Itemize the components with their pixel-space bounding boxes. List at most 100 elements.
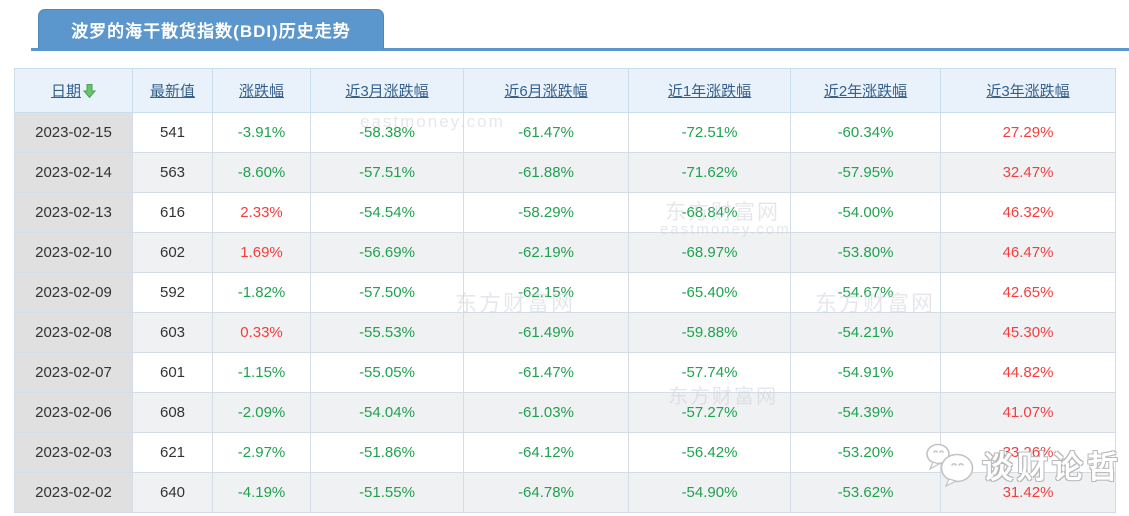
- 3y-change-cell: 46.47%: [940, 232, 1116, 273]
- 1y-change-cell: -57.27%: [628, 392, 791, 433]
- 1y-change-cell: -68.84%: [628, 192, 791, 233]
- 3m-change-cell: -57.51%: [310, 152, 464, 193]
- latest-value-cell: 602: [132, 232, 213, 273]
- date-cell: 2023-02-14: [14, 152, 133, 193]
- column-header-2y-change[interactable]: 近2年涨跌幅: [790, 68, 941, 113]
- 3y-change-cell: 31.42%: [940, 472, 1116, 513]
- column-header-latest[interactable]: 最新值: [132, 68, 213, 113]
- date-cell: 2023-02-02: [14, 472, 133, 513]
- column-header-date-label[interactable]: 日期: [50, 83, 81, 100]
- date-cell: 2023-02-09: [14, 272, 133, 313]
- 6m-change-cell: -61.03%: [463, 392, 629, 433]
- table-row: 2023-02-10 602 1.69% -56.69% -62.19% -68…: [14, 232, 1116, 273]
- table-row: 2023-02-13 616 2.33% -54.54% -58.29% -68…: [14, 192, 1116, 233]
- date-cell: 2023-02-15: [14, 112, 133, 153]
- table-row: 2023-02-09 592 -1.82% -57.50% -62.15% -6…: [14, 272, 1116, 313]
- date-cell: 2023-02-07: [14, 352, 133, 393]
- 3m-change-cell: -51.86%: [310, 432, 464, 473]
- 1y-change-cell: -54.90%: [628, 472, 791, 513]
- latest-value-cell: 603: [132, 312, 213, 353]
- 3m-change-cell: -56.69%: [310, 232, 464, 273]
- 2y-change-cell: -60.34%: [790, 112, 941, 153]
- change-cell: 2.33%: [212, 192, 311, 233]
- 3m-change-cell: -54.04%: [310, 392, 464, 433]
- 6m-change-cell: -61.49%: [463, 312, 629, 353]
- 2y-change-cell: -54.00%: [790, 192, 941, 233]
- 3y-change-cell: 45.30%: [940, 312, 1116, 353]
- 1y-change-cell: -68.97%: [628, 232, 791, 273]
- 1y-change-cell: -65.40%: [628, 272, 791, 313]
- 1y-change-cell: -57.74%: [628, 352, 791, 393]
- column-header-1y-change[interactable]: 近1年涨跌幅: [628, 68, 791, 113]
- table-row: 2023-02-06 608 -2.09% -54.04% -61.03% -5…: [14, 392, 1116, 433]
- 1y-change-cell: -59.88%: [628, 312, 791, 353]
- 3y-change-cell: 32.47%: [940, 152, 1116, 193]
- change-cell: -2.97%: [212, 432, 311, 473]
- 2y-change-cell: -54.67%: [790, 272, 941, 313]
- change-cell: -1.15%: [212, 352, 311, 393]
- date-cell: 2023-02-13: [14, 192, 133, 233]
- date-cell: 2023-02-08: [14, 312, 133, 353]
- 3y-change-cell: 46.32%: [940, 192, 1116, 233]
- 2y-change-cell: -54.39%: [790, 392, 941, 433]
- 2y-change-cell: -57.95%: [790, 152, 941, 193]
- 3y-change-cell: 42.65%: [940, 272, 1116, 313]
- 3m-change-cell: -51.55%: [310, 472, 464, 513]
- column-header-date[interactable]: 日期: [14, 68, 133, 113]
- column-header-change[interactable]: 涨跌幅: [212, 68, 311, 113]
- latest-value-cell: 640: [132, 472, 213, 513]
- table-row: 2023-02-08 603 0.33% -55.53% -61.49% -59…: [14, 312, 1116, 353]
- 1y-change-cell: -72.51%: [628, 112, 791, 153]
- table-row: 2023-02-14 563 -8.60% -57.51% -61.88% -7…: [14, 152, 1116, 193]
- change-cell: -4.19%: [212, 472, 311, 513]
- latest-value-cell: 541: [132, 112, 213, 153]
- table-row: 2023-02-03 621 -2.97% -51.86% -64.12% -5…: [14, 432, 1116, 473]
- change-cell: -3.91%: [212, 112, 311, 153]
- 6m-change-cell: -64.12%: [463, 432, 629, 473]
- change-cell: 0.33%: [212, 312, 311, 353]
- 2y-change-cell: -53.20%: [790, 432, 941, 473]
- latest-value-cell: 621: [132, 432, 213, 473]
- latest-value-cell: 592: [132, 272, 213, 313]
- 3y-change-cell: 44.82%: [940, 352, 1116, 393]
- 6m-change-cell: -62.19%: [463, 232, 629, 273]
- date-cell: 2023-02-10: [14, 232, 133, 273]
- 2y-change-cell: -54.21%: [790, 312, 941, 353]
- 3y-change-cell: 41.07%: [940, 392, 1116, 433]
- page-title-tab: 波罗的海干散货指数(BDI)历史走势: [38, 9, 384, 49]
- 6m-change-cell: -61.47%: [463, 112, 629, 153]
- change-cell: -1.82%: [212, 272, 311, 313]
- 3y-change-cell: 27.29%: [940, 112, 1116, 153]
- 3m-change-cell: -54.54%: [310, 192, 464, 233]
- 2y-change-cell: -53.62%: [790, 472, 941, 513]
- 6m-change-cell: -58.29%: [463, 192, 629, 233]
- column-header-3y-change[interactable]: 近3年涨跌幅: [940, 68, 1116, 113]
- 6m-change-cell: -64.78%: [463, 472, 629, 513]
- sort-desc-arrow-icon: [83, 83, 96, 98]
- latest-value-cell: 563: [132, 152, 213, 193]
- 6m-change-cell: -61.88%: [463, 152, 629, 193]
- column-header-3m-change[interactable]: 近3月涨跌幅: [310, 68, 464, 113]
- date-cell: 2023-02-06: [14, 392, 133, 433]
- table-row: 2023-02-07 601 -1.15% -55.05% -61.47% -5…: [14, 352, 1116, 393]
- column-header-6m-change[interactable]: 近6月涨跌幅: [463, 68, 629, 113]
- table-row: 2023-02-15 541 -3.91% -58.38% -61.47% -7…: [14, 112, 1116, 153]
- 3m-change-cell: -58.38%: [310, 112, 464, 153]
- latest-value-cell: 616: [132, 192, 213, 233]
- change-cell: -8.60%: [212, 152, 311, 193]
- table-header-row: 日期 最新值 涨跌幅 近3月涨跌幅 近6月涨跌幅 近1年涨跌幅 近2年涨跌幅 近…: [14, 68, 1116, 113]
- 3m-change-cell: -55.05%: [310, 352, 464, 393]
- date-cell: 2023-02-03: [14, 432, 133, 473]
- change-cell: 1.69%: [212, 232, 311, 273]
- 3m-change-cell: -57.50%: [310, 272, 464, 313]
- latest-value-cell: 608: [132, 392, 213, 433]
- 3y-change-cell: 33.26%: [940, 432, 1116, 473]
- 2y-change-cell: -53.80%: [790, 232, 941, 273]
- 1y-change-cell: -56.42%: [628, 432, 791, 473]
- 6m-change-cell: -62.15%: [463, 272, 629, 313]
- bdi-history-table: 日期 最新值 涨跌幅 近3月涨跌幅 近6月涨跌幅 近1年涨跌幅 近2年涨跌幅 近…: [14, 68, 1116, 513]
- 2y-change-cell: -54.91%: [790, 352, 941, 393]
- 3m-change-cell: -55.53%: [310, 312, 464, 353]
- latest-value-cell: 601: [132, 352, 213, 393]
